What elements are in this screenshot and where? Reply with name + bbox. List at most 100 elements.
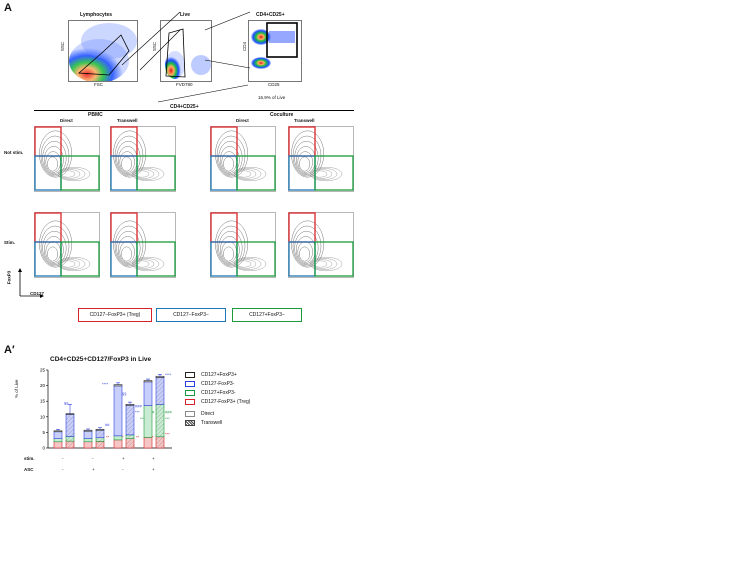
- legend-swatch: [185, 380, 195, 387]
- legend-swatch: [185, 389, 195, 396]
- row-stim-label: Stim.: [4, 240, 16, 245]
- chart-legend: CD127+FoxP3+ CD127-FoxP3- CD127+FoxP3- CD12…: [185, 370, 250, 427]
- chart-legend-item: Transwell: [185, 418, 250, 427]
- significance-mark: #: [152, 410, 155, 415]
- quadrant-plot-8: [288, 212, 354, 278]
- bar-segment: [83, 438, 93, 443]
- row-sign-asc: -: [62, 467, 64, 472]
- bar-segment: [83, 430, 93, 439]
- legend-text: CD127+FoxP3-: [201, 389, 236, 396]
- gate3-note: 16.9% of Live: [258, 95, 286, 100]
- bar-segment: [53, 430, 63, 433]
- bar-segment: [143, 380, 153, 383]
- legend-text: Transwell: [201, 419, 223, 426]
- bar-segment: [143, 405, 153, 438]
- gate1-plot: [68, 20, 138, 82]
- bar-hatch: [66, 414, 74, 437]
- bar-hatch: [96, 430, 104, 438]
- bar-hatch: [96, 441, 104, 448]
- col-transwell-2: Transwell: [294, 118, 315, 123]
- section-divider: [34, 110, 354, 111]
- bar-hatch: [156, 404, 164, 437]
- legend-swatch: [185, 410, 195, 417]
- chart-ylabel: % of Live: [14, 379, 19, 398]
- bar-segment: [113, 385, 123, 437]
- y-tick-label: 25: [40, 368, 46, 373]
- quadrant-plot-6: [110, 212, 176, 278]
- gate3-xlabel: CD25: [268, 82, 280, 87]
- row-label-stim: stim.: [24, 456, 35, 461]
- bar-segment: [83, 441, 93, 449]
- legend-neg: CD127−FoxP3−: [156, 308, 226, 322]
- legend-swatch: [185, 398, 195, 405]
- bar-hatch: [126, 434, 134, 439]
- bar-segment: [113, 439, 123, 449]
- bar-chart: 0510152025§§##****§§###*******#***###***…: [40, 368, 172, 451]
- gate1-xlabel: FSC: [94, 82, 103, 87]
- bar-hatch: [66, 441, 74, 448]
- quadrant-plot-7: [210, 212, 276, 278]
- significance-mark: ###: [135, 403, 142, 408]
- significance-mark: ***: [165, 416, 170, 421]
- bar-hatch: [156, 377, 164, 405]
- bar-hatch: [126, 438, 134, 448]
- quadrant-plot-4: [288, 126, 354, 192]
- gate2-title: Live: [180, 12, 191, 18]
- panel-a2-label: A′: [4, 344, 15, 356]
- bar-hatch: [66, 436, 74, 442]
- bar-hatch: [126, 404, 134, 406]
- quadrant-plot-5: [34, 212, 100, 278]
- gate2-xlabel: FVD780: [176, 82, 193, 87]
- y-tick-label: 15: [40, 399, 46, 404]
- panel-a-label: A: [4, 2, 12, 14]
- row-label-asc: ASC: [24, 467, 34, 472]
- group-pbmc-label: PBMC: [88, 112, 103, 118]
- significance-mark: ***: [165, 432, 170, 437]
- bar-segment: [143, 437, 153, 449]
- significance-mark: *: [122, 435, 124, 440]
- chart-title: CD4+CD25+CD127/FoxP3 in Live: [50, 356, 152, 363]
- row-sign-asc: -: [122, 467, 124, 472]
- row-sign-stim: +: [122, 456, 125, 461]
- y-tick-label: 10: [40, 414, 46, 419]
- chart-legend-item: CD127+FoxP3+: [185, 370, 250, 379]
- bar-hatch: [96, 429, 104, 431]
- gate1-ylabel: SSC: [60, 41, 66, 52]
- quadrant-plot-2: [110, 126, 176, 192]
- gate2-plot: [160, 20, 212, 82]
- significance-mark: ***: [140, 416, 145, 421]
- gate3-plot: [248, 20, 302, 82]
- bar-segment: [53, 431, 63, 439]
- bar-segment: [113, 435, 123, 441]
- gating-arrows: [121, 11, 251, 103]
- legend-text: CD127-FoxP3-: [201, 380, 235, 387]
- section-title: CD4+CD25+: [170, 104, 199, 110]
- significance-mark: **: [136, 435, 140, 440]
- bar-hatch: [96, 437, 104, 442]
- significance-mark: §§: [64, 400, 68, 405]
- significance-mark: **: [106, 435, 110, 440]
- legend-plus: CD127+FoxP3−: [232, 308, 302, 322]
- chart-legend-item: CD127-FoxP3-: [185, 379, 250, 388]
- quadrant-plot-1: [34, 126, 100, 192]
- row-not-stim-label: Not stim.: [4, 150, 24, 155]
- legend-swatch: [185, 371, 195, 378]
- bar-segment: [53, 438, 63, 443]
- bar-hatch: [126, 405, 134, 435]
- bar-hatch: [66, 413, 74, 415]
- significance-mark: ##: [105, 422, 110, 427]
- bar-segment: [53, 441, 63, 449]
- significance-mark: ****: [165, 372, 172, 377]
- row-sign-asc: +: [152, 467, 155, 472]
- bar-segment: [83, 429, 93, 432]
- bar-hatch: [156, 436, 164, 448]
- gate1-title: Lymphocytes: [80, 12, 113, 18]
- legend-treg: CD127−FoxP3+ (Treg): [78, 308, 152, 322]
- chart-legend-item: Direct: [185, 409, 250, 418]
- y-tick-label: 5: [42, 430, 45, 435]
- col-direct-2: Direct: [236, 118, 249, 123]
- legend-swatch: [185, 419, 195, 426]
- gate3-title: CD4+CD25+: [256, 12, 285, 18]
- group-coculture-label: Coculture: [270, 112, 294, 118]
- quadrant-plot-3: [210, 126, 276, 192]
